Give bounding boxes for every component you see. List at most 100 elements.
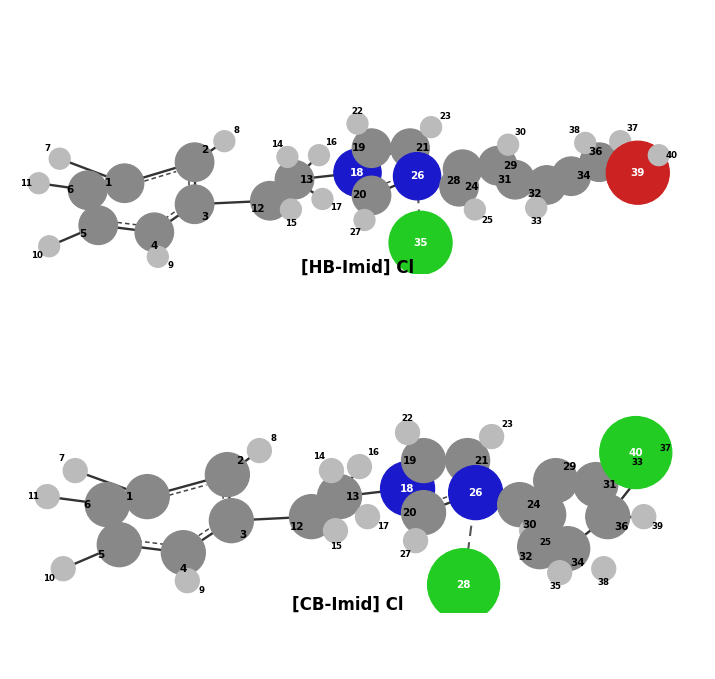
Text: 7: 7 <box>58 454 64 463</box>
Text: 30: 30 <box>523 519 537 530</box>
Text: 10: 10 <box>43 574 55 583</box>
Text: 17: 17 <box>330 203 342 213</box>
Circle shape <box>640 449 664 473</box>
Circle shape <box>175 143 214 181</box>
Circle shape <box>125 475 169 519</box>
Circle shape <box>526 197 547 218</box>
Text: 27: 27 <box>350 227 362 237</box>
Circle shape <box>275 160 314 199</box>
Circle shape <box>79 206 117 244</box>
Circle shape <box>528 166 566 204</box>
Text: 37: 37 <box>660 444 672 453</box>
Circle shape <box>402 491 445 534</box>
Circle shape <box>480 424 503 449</box>
Text: 4: 4 <box>151 241 158 251</box>
Text: 27: 27 <box>400 550 412 559</box>
Text: 15: 15 <box>330 542 342 551</box>
Text: 20: 20 <box>403 508 417 517</box>
Circle shape <box>320 458 343 483</box>
Text: 20: 20 <box>352 191 367 200</box>
Text: 6: 6 <box>66 185 74 196</box>
Text: 23: 23 <box>439 112 451 121</box>
Circle shape <box>175 185 214 223</box>
Circle shape <box>402 439 445 483</box>
Text: 29: 29 <box>563 462 577 472</box>
Text: 33: 33 <box>632 458 644 467</box>
Text: 16: 16 <box>325 139 337 147</box>
Circle shape <box>600 416 672 489</box>
Circle shape <box>355 504 380 529</box>
Circle shape <box>352 129 391 168</box>
Circle shape <box>312 189 333 210</box>
Circle shape <box>85 483 129 527</box>
Text: 36: 36 <box>588 147 603 157</box>
Text: 25: 25 <box>540 538 552 547</box>
Text: 38: 38 <box>598 579 610 587</box>
Text: 39: 39 <box>652 522 664 531</box>
Text: 14: 14 <box>313 452 325 461</box>
Circle shape <box>105 164 144 202</box>
Text: 24: 24 <box>464 182 478 191</box>
Text: 35: 35 <box>413 238 428 248</box>
Circle shape <box>478 147 517 185</box>
Circle shape <box>290 494 333 538</box>
Circle shape <box>498 483 542 527</box>
Circle shape <box>51 557 75 581</box>
Text: 12: 12 <box>250 204 265 215</box>
Text: 34: 34 <box>571 557 585 568</box>
Text: [CB-Imid] Cl: [CB-Imid] Cl <box>292 595 403 614</box>
Circle shape <box>35 485 59 509</box>
Text: 1: 1 <box>126 492 133 502</box>
Text: 35: 35 <box>550 582 562 591</box>
Text: 22: 22 <box>352 107 363 116</box>
Text: 7: 7 <box>44 144 51 153</box>
Circle shape <box>135 213 174 251</box>
Text: 23: 23 <box>502 420 513 429</box>
Circle shape <box>520 519 543 543</box>
Circle shape <box>317 475 362 519</box>
Circle shape <box>49 148 70 169</box>
Circle shape <box>334 149 381 196</box>
Circle shape <box>354 210 375 230</box>
Circle shape <box>28 172 49 194</box>
Circle shape <box>69 171 107 210</box>
Text: 28: 28 <box>456 580 471 590</box>
Text: 40: 40 <box>665 151 677 160</box>
Circle shape <box>612 460 636 485</box>
Text: 31: 31 <box>498 175 512 185</box>
Text: 5: 5 <box>98 550 105 559</box>
Text: 11: 11 <box>27 492 39 501</box>
Circle shape <box>277 147 298 168</box>
Circle shape <box>147 246 168 268</box>
Text: 2: 2 <box>202 145 209 155</box>
Text: 24: 24 <box>526 500 541 510</box>
Circle shape <box>403 529 428 553</box>
Text: 17: 17 <box>378 522 390 531</box>
Circle shape <box>393 153 440 200</box>
Circle shape <box>606 141 669 204</box>
Text: 2: 2 <box>236 456 243 466</box>
Circle shape <box>39 236 60 257</box>
Circle shape <box>63 458 87 483</box>
Text: 18: 18 <box>400 483 415 494</box>
Text: 21: 21 <box>474 456 489 466</box>
Circle shape <box>347 454 372 479</box>
Circle shape <box>389 211 452 274</box>
Circle shape <box>498 134 518 155</box>
Text: 11: 11 <box>21 179 32 187</box>
Circle shape <box>552 157 591 196</box>
Circle shape <box>632 504 656 529</box>
Circle shape <box>546 527 590 571</box>
Text: 15: 15 <box>285 219 297 228</box>
Circle shape <box>323 519 347 543</box>
Circle shape <box>97 523 142 567</box>
Circle shape <box>580 143 618 181</box>
Circle shape <box>443 150 482 189</box>
Text: 28: 28 <box>447 177 461 187</box>
Circle shape <box>586 494 630 538</box>
Text: 22: 22 <box>402 414 413 423</box>
Circle shape <box>395 420 420 445</box>
Text: 9: 9 <box>198 586 204 595</box>
Circle shape <box>522 493 566 536</box>
Text: 26: 26 <box>468 488 483 498</box>
